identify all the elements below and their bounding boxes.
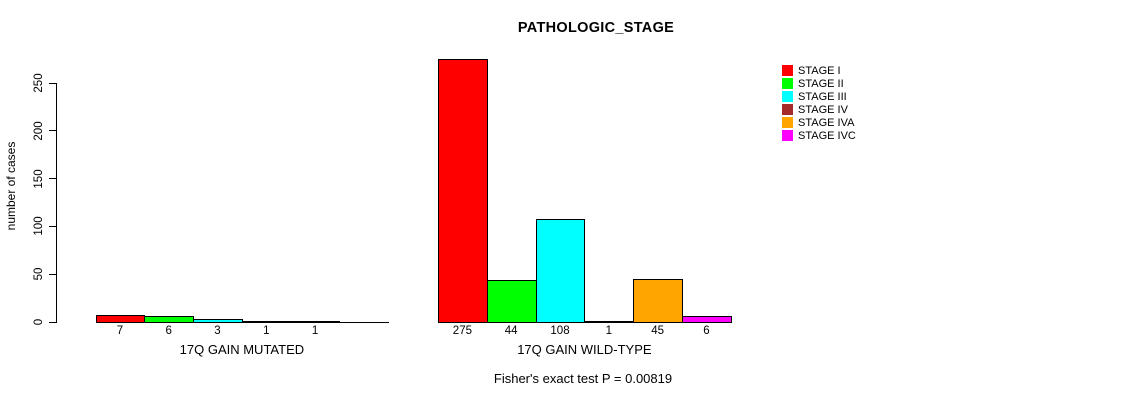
bar-stage-i xyxy=(95,315,146,323)
fisher-test-annotation: Fisher's exact test P = 0.00819 xyxy=(493,371,673,386)
legend-swatch xyxy=(782,117,793,128)
bar-value-label: 6 xyxy=(703,325,710,337)
bar-value-label: 45 xyxy=(651,325,664,337)
y-tick-label: 200 xyxy=(33,121,45,141)
legend-item: STAGE II xyxy=(782,77,856,90)
bar-value-label: 1 xyxy=(263,325,270,337)
bar-stage-iii xyxy=(535,219,586,323)
group-label: 17Q GAIN WILD-TYPE xyxy=(517,342,652,357)
legend-swatch xyxy=(782,91,793,102)
bar-value-label: 1 xyxy=(311,325,319,337)
bar-value-label: 275 xyxy=(452,325,472,337)
y-tick-mark xyxy=(49,273,56,275)
bar-value-label: 1 xyxy=(605,325,612,337)
legend-label: STAGE IVA xyxy=(798,116,855,129)
bar-stage-iva xyxy=(633,279,683,323)
y-axis-line xyxy=(56,83,57,323)
legend-label: STAGE III xyxy=(798,90,847,103)
legend-item: STAGE IV xyxy=(782,103,856,116)
legend-item: STAGE IVC xyxy=(782,129,856,142)
bar-stage-iv xyxy=(584,321,635,323)
legend-swatch xyxy=(782,65,793,76)
bar-stage-ivc xyxy=(682,316,732,323)
y-tick-label: 0 xyxy=(33,318,45,326)
legend-item: STAGE I xyxy=(782,64,856,77)
bar-value-label: 7 xyxy=(116,325,124,337)
bar-stage-ii xyxy=(486,280,537,323)
bar-stage-iii xyxy=(193,319,243,323)
bar-value-label: 6 xyxy=(165,325,172,337)
y-tick-mark xyxy=(49,321,56,323)
legend: STAGE I STAGE II STAGE III STAGE IV STAGE IV… xyxy=(782,64,856,142)
legend-label: STAGE IVC xyxy=(798,129,856,142)
bar-value-label: 3 xyxy=(214,325,221,337)
y-tick-label: 250 xyxy=(33,73,45,93)
group-label: 17Q GAIN MUTATED xyxy=(179,342,305,357)
bar-stage-ii xyxy=(144,316,195,323)
legend-swatch xyxy=(782,130,793,141)
bar-stage-ivc xyxy=(339,322,390,323)
bar-value-label: 44 xyxy=(504,325,518,337)
y-tick-label: 100 xyxy=(33,216,45,236)
legend-swatch xyxy=(782,104,793,115)
bar-stage-iv xyxy=(241,321,292,323)
y-tick-mark xyxy=(49,130,56,132)
legend-label: STAGE II xyxy=(798,77,844,90)
bar-value-label: 108 xyxy=(550,325,570,337)
bar-stage-iva xyxy=(290,321,341,323)
legend-label: STAGE I xyxy=(798,64,841,77)
legend-item: STAGE III xyxy=(782,90,856,103)
y-tick-mark xyxy=(49,178,56,180)
legend-item: STAGE IVA xyxy=(782,116,856,129)
y-tick-label: 50 xyxy=(33,267,45,281)
chart-title: PATHOLOGIC_STAGE xyxy=(517,20,675,36)
y-tick-label: 150 xyxy=(33,169,45,189)
y-tick-mark xyxy=(49,82,56,84)
y-axis-title: number of cases xyxy=(4,141,18,231)
legend-swatch xyxy=(782,78,793,89)
bar-stage-i xyxy=(438,59,488,323)
y-tick-mark xyxy=(49,225,56,227)
legend-label: STAGE IV xyxy=(798,103,848,116)
